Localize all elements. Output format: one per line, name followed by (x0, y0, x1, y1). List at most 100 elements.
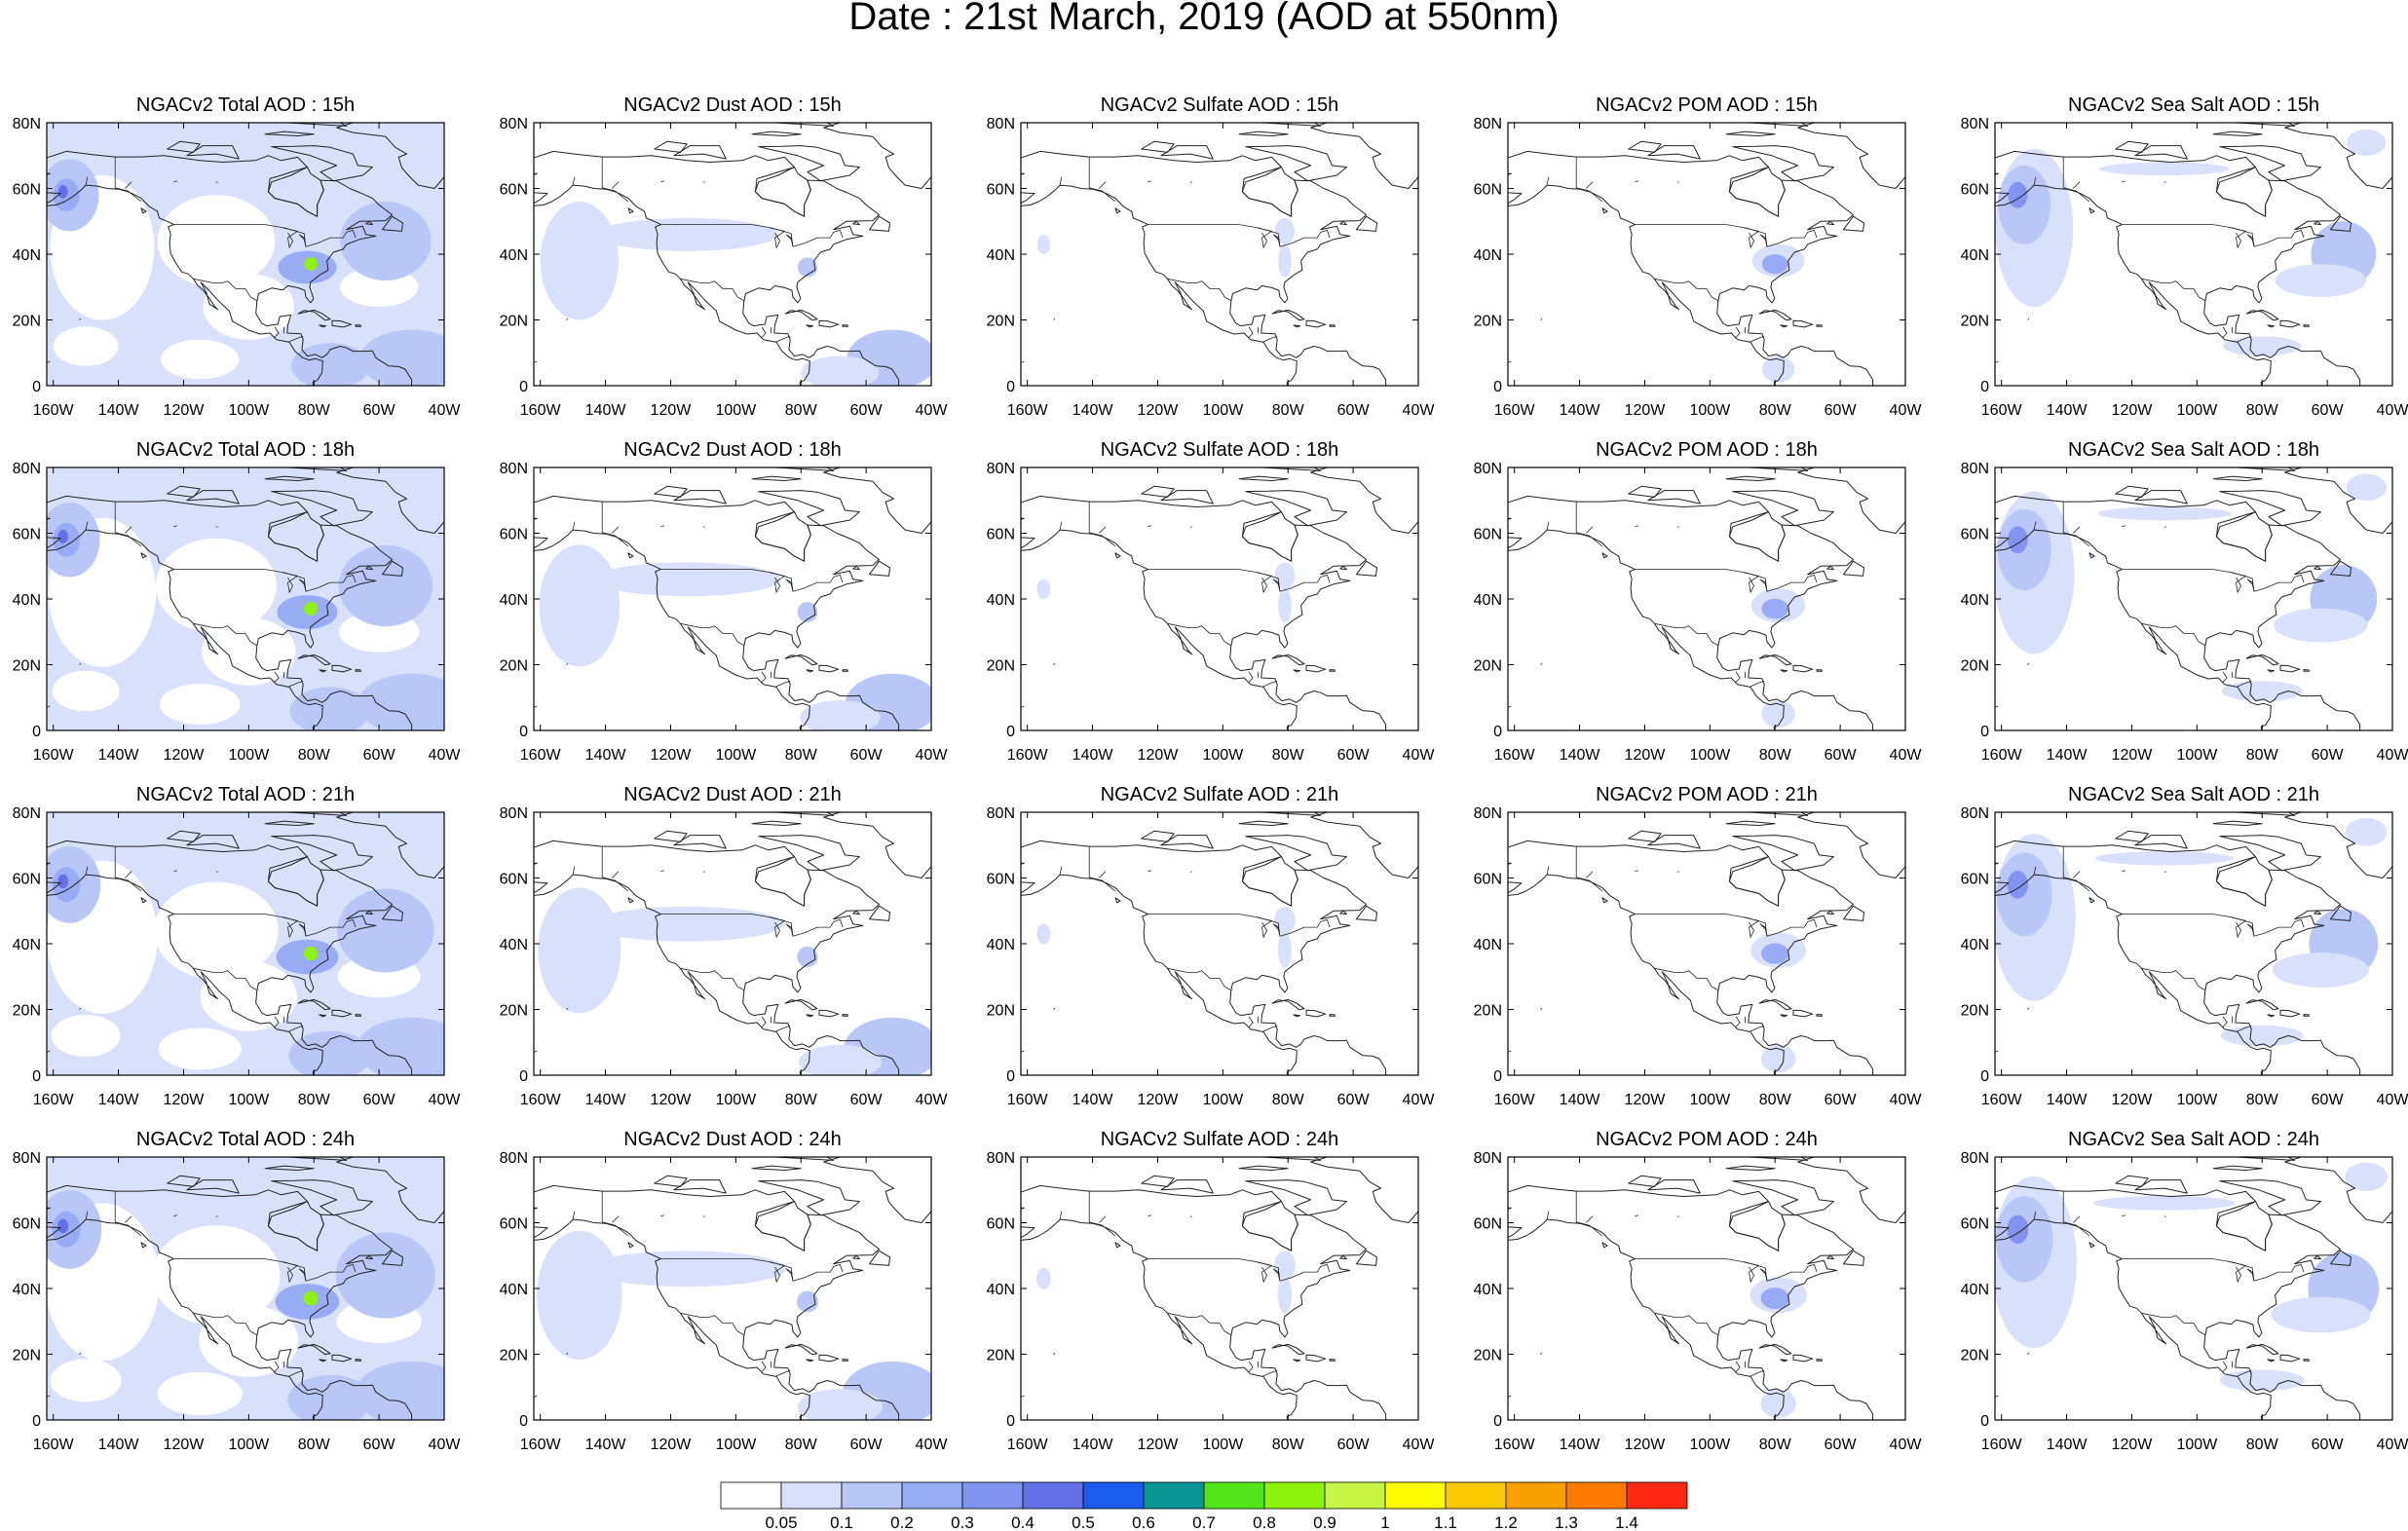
border-line (1654, 967, 1718, 990)
island-outline (842, 1014, 848, 1017)
coast-detail (1676, 526, 1679, 528)
coast-detail (79, 317, 82, 320)
x-tick-label: 40W (1890, 1092, 1923, 1108)
border-line (2231, 1261, 2246, 1283)
island-outline (673, 1179, 727, 1194)
colorbar-swatch (901, 1481, 963, 1510)
greenland-outline (1310, 1157, 1418, 1223)
island-outline (842, 669, 848, 672)
aod-plume (50, 1359, 122, 1402)
island-outline (382, 905, 403, 921)
x-tick-label: 160W (33, 1437, 75, 1453)
island-outline (2330, 560, 2352, 577)
island-outline (774, 123, 835, 127)
island-outline (2267, 1359, 2276, 1363)
x-tick-label: 100W (1689, 402, 1731, 419)
border-line (601, 157, 629, 203)
map-background (1021, 123, 1418, 386)
x-tick-label: 140W (1560, 1437, 1601, 1453)
aod-plume (540, 201, 619, 320)
north-america-outline (1995, 150, 2361, 386)
colorbar-swatch (1324, 1481, 1386, 1510)
island-outline (1238, 131, 1289, 136)
aod-plume (161, 339, 240, 380)
greenland-outline (823, 1157, 931, 1223)
border-line (298, 1268, 307, 1281)
island-outline (287, 123, 348, 127)
x-tick-label: 100W (1202, 1437, 1244, 1453)
island-outline (1245, 1179, 1347, 1216)
coast-detail (1059, 176, 1063, 186)
island-outline (140, 897, 147, 904)
island-outline (271, 835, 373, 872)
x-tick-label: 100W (1689, 1092, 1731, 1108)
border-line (2237, 1026, 2252, 1032)
x-tick-label: 120W (1625, 1437, 1667, 1453)
island-outline (1647, 1179, 1701, 1194)
map-background (1021, 812, 1418, 1075)
island-outline (1732, 490, 1834, 527)
colorbar-label: 0.2 (890, 1513, 914, 1531)
coastline (1021, 123, 1418, 386)
aod-plume (287, 1375, 373, 1420)
aod-plume (1036, 234, 1051, 254)
colorbar-label: 0.6 (1132, 1513, 1155, 1531)
y-tick-label: 20N (1474, 658, 1502, 675)
panel-title: NGACv2 Total AOD : 24h (136, 1129, 355, 1150)
x-tick-label: 120W (651, 1437, 693, 1453)
border-line (601, 1191, 629, 1237)
coastline (1508, 1157, 1905, 1420)
y-tick-label: 80N (13, 1150, 41, 1167)
island-outline (2219, 1179, 2321, 1216)
border-line (2062, 846, 2090, 892)
x-tick-label: 80W (785, 1437, 818, 1453)
island-outline (355, 1014, 361, 1017)
border-line (2246, 579, 2255, 591)
map-background (1021, 467, 1418, 730)
island-outline (140, 207, 147, 214)
border-line (2222, 671, 2228, 684)
north-america-outline (47, 495, 413, 730)
map-panels: NGACv2 Total AOD : 15h 0 20N 40N 60N 80N 160W 1… (13, 94, 2408, 1453)
north-america-outline (1508, 150, 1874, 386)
border-line (2246, 1268, 2255, 1281)
aod-shading (1995, 473, 2387, 701)
y-tick-label: 80N (1961, 805, 1989, 822)
coast-detail (2027, 662, 2030, 665)
hudson-bay-outline (2215, 511, 2273, 562)
aod-plume (2345, 818, 2388, 846)
x-tick-label: 140W (1072, 1437, 1114, 1453)
island-outline (1293, 669, 1301, 673)
aod-plume (1277, 1277, 1293, 1314)
north-america-outline (534, 1184, 900, 1420)
coast-detail (612, 526, 620, 534)
island-outline (627, 552, 634, 559)
map-panel: NGACv2 POM AOD : 15h 0 20N 40N 60N 80N 160W 140… (1474, 94, 1923, 419)
island-outline (331, 664, 353, 673)
island-outline (1356, 1250, 1377, 1266)
colorbar-swatch (841, 1481, 903, 1510)
colorbar-label: 0.8 (1253, 1513, 1276, 1531)
x-tick-label: 60W (363, 402, 396, 419)
border-line (1635, 569, 1818, 592)
aod-plume (52, 670, 120, 712)
colorbar-label: 0.3 (951, 1513, 974, 1531)
aod-plume (797, 257, 817, 278)
island-outline (264, 820, 315, 826)
x-tick-label: 40W (2377, 1092, 2408, 1108)
island-outline (806, 1359, 814, 1363)
x-tick-label: 80W (1272, 747, 1305, 764)
greenland-outline (823, 467, 931, 534)
border-line (1262, 1026, 1278, 1032)
island-outline (627, 897, 634, 904)
y-tick-label: 0 (1006, 1068, 1015, 1085)
coast-detail (1676, 1215, 1679, 1217)
y-tick-label: 40N (13, 247, 41, 264)
island-outline (1780, 1359, 1788, 1363)
map-panel: NGACv2 Dust AOD : 21h 0 20N 40N 60N 80N 160W 14… (500, 784, 949, 1108)
x-tick-label: 140W (1560, 1092, 1601, 1108)
y-tick-label: 80N (987, 1150, 1015, 1167)
coast-detail (1540, 662, 1543, 665)
border-line (1257, 572, 1272, 593)
x-tick-label: 40W (429, 1092, 462, 1108)
